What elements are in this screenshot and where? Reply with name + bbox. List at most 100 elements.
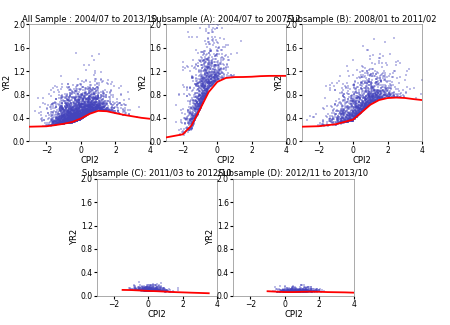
Point bbox=[68, 118, 75, 124]
Point bbox=[352, 108, 359, 113]
Point bbox=[65, 110, 72, 115]
Point bbox=[81, 96, 88, 101]
Point bbox=[382, 92, 389, 98]
Point bbox=[381, 85, 388, 90]
Point bbox=[111, 105, 118, 110]
Point bbox=[57, 117, 64, 123]
Point bbox=[371, 68, 378, 73]
Point bbox=[79, 111, 86, 117]
Point bbox=[63, 121, 70, 126]
Point bbox=[290, 289, 297, 294]
Point bbox=[202, 79, 209, 84]
Point bbox=[197, 93, 204, 98]
Point bbox=[193, 98, 200, 103]
Point bbox=[90, 105, 97, 110]
Point bbox=[82, 103, 89, 108]
Point bbox=[198, 79, 205, 84]
Point bbox=[139, 286, 146, 291]
Point bbox=[198, 97, 205, 102]
Point bbox=[81, 111, 89, 116]
Point bbox=[88, 104, 95, 110]
Point bbox=[356, 111, 363, 117]
Point bbox=[78, 103, 86, 109]
Point bbox=[74, 116, 81, 122]
Point bbox=[97, 92, 104, 98]
Point bbox=[206, 60, 213, 65]
Point bbox=[163, 289, 171, 294]
Point bbox=[83, 97, 90, 102]
Point bbox=[288, 286, 296, 291]
Point bbox=[384, 93, 391, 98]
Point bbox=[76, 116, 84, 122]
Point bbox=[74, 92, 81, 97]
Point bbox=[192, 98, 199, 103]
Point bbox=[310, 286, 317, 291]
Point bbox=[139, 287, 146, 292]
Point bbox=[71, 87, 78, 92]
Point bbox=[144, 282, 151, 288]
Point bbox=[99, 97, 106, 102]
Point bbox=[75, 114, 82, 119]
Point bbox=[118, 103, 125, 108]
Point bbox=[349, 112, 356, 118]
Point bbox=[354, 67, 361, 72]
Point bbox=[306, 289, 313, 294]
Point bbox=[153, 288, 160, 293]
Point bbox=[80, 94, 87, 99]
Point bbox=[75, 105, 82, 110]
Point bbox=[205, 40, 212, 45]
Point bbox=[374, 82, 382, 87]
Point bbox=[133, 114, 140, 120]
Point bbox=[195, 102, 202, 108]
Point bbox=[220, 58, 227, 63]
Point bbox=[122, 102, 129, 108]
Point bbox=[317, 289, 324, 294]
Point bbox=[88, 110, 95, 115]
Point bbox=[197, 105, 204, 110]
Point bbox=[293, 289, 301, 294]
Point bbox=[369, 97, 377, 102]
Point bbox=[75, 109, 82, 114]
Point bbox=[237, 38, 244, 43]
Point bbox=[303, 289, 310, 294]
Point bbox=[81, 113, 89, 118]
Point bbox=[349, 100, 356, 106]
Point bbox=[96, 105, 104, 110]
Point bbox=[64, 118, 72, 123]
Point bbox=[87, 110, 94, 115]
Point bbox=[79, 112, 86, 117]
Point bbox=[92, 99, 99, 104]
Point bbox=[104, 105, 112, 110]
Point bbox=[61, 121, 68, 126]
Point bbox=[284, 285, 291, 291]
Point bbox=[145, 288, 152, 293]
Point bbox=[368, 81, 375, 86]
Point bbox=[189, 114, 196, 119]
Point bbox=[113, 102, 121, 108]
Point bbox=[353, 89, 360, 95]
Point bbox=[359, 86, 366, 92]
Point bbox=[135, 286, 143, 292]
Point bbox=[61, 113, 68, 118]
Point bbox=[214, 63, 221, 68]
Point bbox=[61, 117, 68, 122]
Point bbox=[365, 79, 372, 84]
Point bbox=[350, 94, 357, 99]
Point bbox=[196, 88, 203, 94]
Point bbox=[352, 96, 359, 101]
Point bbox=[324, 122, 332, 127]
Point bbox=[199, 82, 206, 87]
Point bbox=[76, 117, 83, 122]
Point bbox=[289, 290, 297, 295]
Point bbox=[281, 287, 288, 292]
Point bbox=[351, 113, 358, 119]
Point bbox=[204, 83, 212, 88]
Point bbox=[50, 118, 58, 124]
Point bbox=[136, 286, 143, 292]
Point bbox=[278, 288, 285, 293]
Point bbox=[74, 115, 81, 121]
Point bbox=[192, 103, 199, 108]
Point bbox=[84, 103, 91, 108]
Point bbox=[215, 62, 222, 67]
Point bbox=[144, 288, 152, 293]
